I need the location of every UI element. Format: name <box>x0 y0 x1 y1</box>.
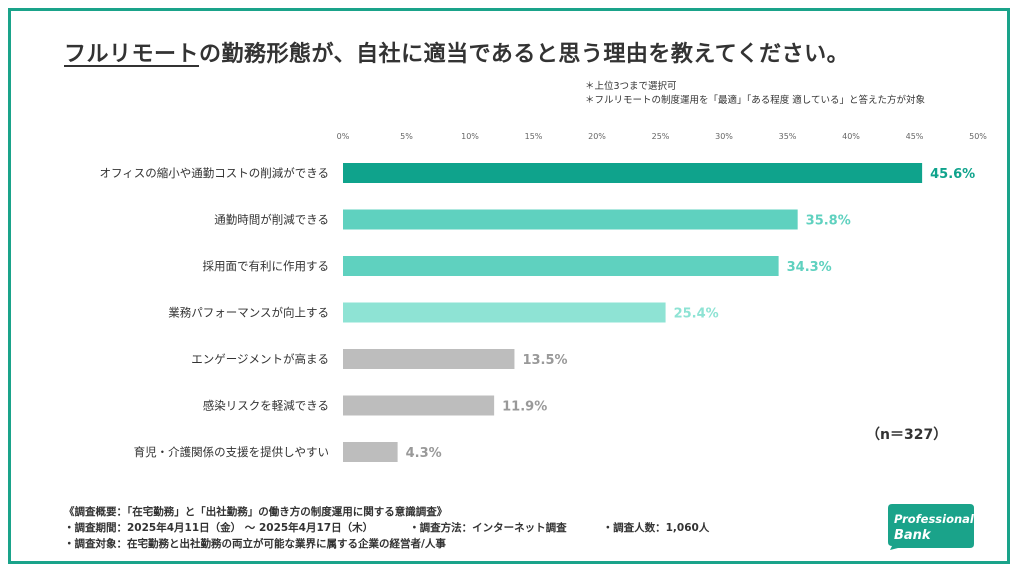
professional-bank-logo: Professional Bank <box>888 504 974 550</box>
logo-line1: Professional <box>894 512 974 526</box>
x-tick-label: 0% <box>337 132 350 141</box>
chart-title: フルリモートの勤務形態が、自社に適当であると思う理由を教えてください。 <box>64 36 1004 68</box>
x-tick-label: 50% <box>969 132 987 141</box>
bar-value-label: 45.6% <box>930 167 975 182</box>
note-2: ＊フルリモートの制度運用を「最適」「ある程度 適している」と答えた方が対象 <box>585 95 925 106</box>
bar-value-label: 13.5% <box>522 353 567 368</box>
bar-value-label: 11.9% <box>502 400 547 415</box>
logo-line2: Bank <box>894 528 932 543</box>
x-tick-label: 30% <box>715 132 733 141</box>
sample-size-label: （n＝327） <box>866 427 948 443</box>
x-tick-label: 20% <box>588 132 606 141</box>
footer-method: ・調査方法：インターネット調査 <box>409 522 567 534</box>
chart-notes: ＊上位3つまで選択可 ＊フルリモートの制度運用を「最適」「ある程度 適している」… <box>585 80 925 108</box>
bar-value-label: 34.3% <box>787 260 832 275</box>
category-label: オフィスの縮小や通勤コストの削減ができる <box>99 166 329 180</box>
bar <box>343 209 798 230</box>
bar <box>343 256 779 276</box>
bar-value-label: 4.3% <box>406 446 442 461</box>
bar <box>343 442 398 462</box>
bar <box>343 302 666 323</box>
category-label: エンゲージメントが高まる <box>191 352 329 366</box>
title-rest: の勤務形態が、自社に適当であると思う理由を教えてください。 <box>199 42 850 67</box>
survey-footer: 《調査概要：「在宅勤務」と「出社勤務」の働き方の制度運用に関する意識調査》 ・調… <box>64 504 709 552</box>
bar <box>343 349 515 369</box>
x-tick-label: 25% <box>652 132 670 141</box>
chart-frame <box>8 8 1010 564</box>
x-tick-label: 10% <box>461 132 479 141</box>
category-label: 通勤時間が削減できる <box>214 213 329 227</box>
category-label: 業務パフォーマンスが向上する <box>168 306 329 320</box>
category-label: 採用面で有利に作用する <box>203 259 330 273</box>
bar <box>343 395 495 416</box>
footer-target: ・調査対象：在宅勤務と出社勤務の両立が可能な業界に属する企業の経営者/人事 <box>64 538 446 550</box>
x-tick-label: 15% <box>525 132 543 141</box>
category-label: 感染リスクを軽減できる <box>203 399 329 413</box>
x-tick-label: 35% <box>779 132 797 141</box>
logo-badge <box>888 504 974 550</box>
footer-details: ・調査期間：2025年4月11日（金） 〜 2025年4月17日（木） ・調査方法… <box>64 520 709 536</box>
footer-overview: 《調査概要：「在宅勤務」と「出社勤務」の働き方の制度運用に関する意識調査》 <box>64 506 448 518</box>
footer-count: ・調査人数：1,060人 <box>602 522 710 534</box>
note-1: ＊上位3つまで選択可 <box>585 81 677 92</box>
title-underlined: フルリモート <box>64 42 200 67</box>
footer-period: ・調査期間：2025年4月11日（金） 〜 2025年4月17日（木） <box>64 522 374 534</box>
bar-value-label: 35.8% <box>806 214 851 229</box>
bar-value-label: 25.4% <box>674 307 719 322</box>
category-label: 育児・介護関係の支援を提供しやすい <box>134 445 329 459</box>
bar <box>343 163 923 183</box>
x-tick-label: 5% <box>400 132 413 141</box>
x-tick-label: 40% <box>842 132 860 141</box>
x-tick-label: 45% <box>906 132 924 141</box>
